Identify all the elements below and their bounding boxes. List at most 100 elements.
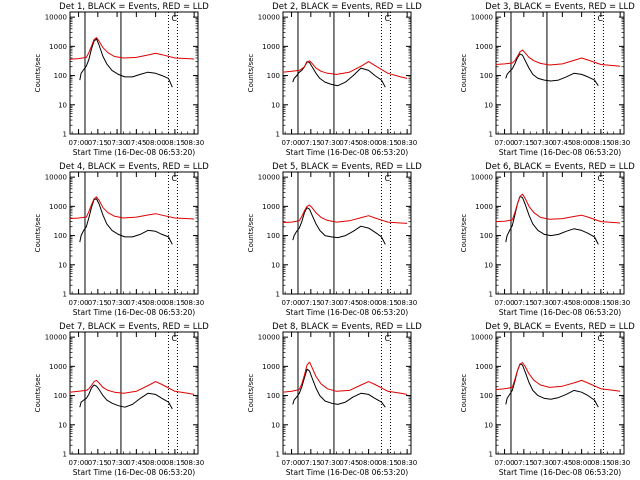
x-tick-label: 08:30 xyxy=(610,139,630,147)
panel-title: Det 2, BLACK = Events, RED = LLD xyxy=(272,2,422,12)
plot-frame xyxy=(495,331,625,455)
lld-series-line xyxy=(69,196,195,220)
lld-series-line xyxy=(495,193,621,224)
x-axis-label: Start Time (16-Dec-08 06:53:20) xyxy=(73,468,195,477)
y-tick-label: 10 xyxy=(271,421,280,429)
x-tick-label: 08:15 xyxy=(591,459,611,467)
y-axis-label: Counts/sec xyxy=(34,214,42,253)
y-tick-label: 100 xyxy=(480,72,493,80)
events-series-line xyxy=(292,368,386,408)
marker-label: C xyxy=(384,174,390,183)
x-tick-label: 07:45 xyxy=(552,139,572,147)
x-tick-label: 08:00 xyxy=(572,139,592,147)
x-tick-label: 07:00 xyxy=(281,139,301,147)
x-axis-label: Start Time (16-Dec-08 06:53:20) xyxy=(286,468,408,477)
plot-frame xyxy=(282,331,412,455)
marker-label: C xyxy=(171,334,177,343)
y-tick-label: 1 xyxy=(63,131,67,139)
marker-label: C xyxy=(597,174,603,183)
x-tick-label: 07:00 xyxy=(281,299,301,307)
y-tick-label: 1000 xyxy=(262,203,280,211)
x-tick-label: 07:15 xyxy=(88,459,108,467)
x-tick-label: 07:30 xyxy=(533,299,553,307)
y-axis-label: Counts/sec xyxy=(460,54,468,93)
x-tick-label: 08:00 xyxy=(572,459,592,467)
x-axis-label: Start Time (16-Dec-08 06:53:20) xyxy=(499,308,621,317)
y-tick-label: 10000 xyxy=(471,14,493,22)
x-tick-label: 08:00 xyxy=(146,459,166,467)
detector-panel-4: Det 4, BLACK = Events, RED = LLD Counts/s… xyxy=(34,162,209,317)
y-tick-label: 1000 xyxy=(49,203,67,211)
x-tick-label: 07:15 xyxy=(88,139,108,147)
y-tick-label: 1 xyxy=(63,291,67,299)
events-series-line xyxy=(505,195,599,245)
x-tick-label: 07:15 xyxy=(88,299,108,307)
y-tick-label: 10000 xyxy=(258,334,280,342)
marker-label: C xyxy=(384,14,390,23)
x-tick-label: 07:30 xyxy=(107,299,127,307)
plot-frame xyxy=(69,11,199,135)
events-series-line xyxy=(79,384,173,410)
y-tick-label: 1 xyxy=(276,291,280,299)
lld-series-line xyxy=(69,379,195,395)
x-tick-label: 07:00 xyxy=(68,139,88,147)
x-tick-label: 07:00 xyxy=(68,299,88,307)
y-tick-label: 1 xyxy=(276,131,280,139)
detector-panel-1: Det 1, BLACK = Events, RED = LLD Counts/s… xyxy=(34,2,209,157)
plot-frame xyxy=(69,171,199,295)
y-tick-label: 1000 xyxy=(49,43,67,51)
y-axis-label: Counts/sec xyxy=(460,374,468,413)
panel-title: Det 6, BLACK = Events, RED = LLD xyxy=(485,162,635,172)
y-tick-label: 1000 xyxy=(475,203,493,211)
y-tick-label: 100 xyxy=(54,392,67,400)
lld-series-line xyxy=(282,204,408,224)
x-tick-label: 08:15 xyxy=(165,139,185,147)
y-axis-label: Counts/sec xyxy=(247,54,255,93)
x-tick-label: 07:30 xyxy=(320,299,340,307)
plot-frame xyxy=(495,171,625,295)
x-tick-label: 07:15 xyxy=(301,459,321,467)
lld-series-line xyxy=(495,362,621,392)
x-tick-label: 07:15 xyxy=(301,139,321,147)
x-tick-label: 07:30 xyxy=(320,459,340,467)
events-series-line xyxy=(505,363,599,408)
x-tick-label: 07:15 xyxy=(301,299,321,307)
y-axis-label: Counts/sec xyxy=(247,374,255,413)
lld-series-line xyxy=(282,60,408,79)
y-axis-label: Counts/sec xyxy=(34,374,42,413)
y-tick-label: 1000 xyxy=(475,43,493,51)
detector-panel-8: Det 8, BLACK = Events, RED = LLD Counts/s… xyxy=(247,322,422,477)
x-tick-label: 07:30 xyxy=(320,139,340,147)
panel-title: Det 3, BLACK = Events, RED = LLD xyxy=(485,2,635,12)
x-tick-label: 08:00 xyxy=(146,299,166,307)
x-tick-label: 08:00 xyxy=(359,139,379,147)
x-tick-label: 07:15 xyxy=(514,299,534,307)
marker-label: C xyxy=(171,14,177,23)
lld-series-line xyxy=(69,37,195,60)
marker-label: C xyxy=(597,334,603,343)
plot-frame xyxy=(282,11,412,135)
marker-label: C xyxy=(384,334,390,343)
x-axis-label: Start Time (16-Dec-08 06:53:20) xyxy=(286,148,408,157)
panel-title: Det 1, BLACK = Events, RED = LLD xyxy=(59,2,209,12)
x-tick-label: 08:30 xyxy=(610,459,630,467)
x-tick-label: 07:30 xyxy=(533,459,553,467)
x-tick-label: 08:30 xyxy=(397,459,417,467)
y-tick-label: 10000 xyxy=(258,174,280,182)
x-tick-label: 07:00 xyxy=(68,459,88,467)
x-tick-label: 08:15 xyxy=(165,459,185,467)
y-tick-label: 100 xyxy=(267,72,280,80)
plot-frame xyxy=(282,171,412,295)
x-tick-label: 07:45 xyxy=(339,459,359,467)
y-tick-label: 10000 xyxy=(471,334,493,342)
x-tick-label: 07:00 xyxy=(281,459,301,467)
x-tick-label: 08:00 xyxy=(146,139,166,147)
x-tick-label: 08:30 xyxy=(397,139,417,147)
events-series-line xyxy=(292,61,386,88)
x-tick-label: 07:45 xyxy=(552,299,572,307)
events-series-line xyxy=(79,38,173,88)
x-tick-label: 07:00 xyxy=(494,459,514,467)
y-tick-label: 100 xyxy=(54,72,67,80)
plot-frame xyxy=(69,331,199,455)
x-tick-label: 07:45 xyxy=(126,299,146,307)
